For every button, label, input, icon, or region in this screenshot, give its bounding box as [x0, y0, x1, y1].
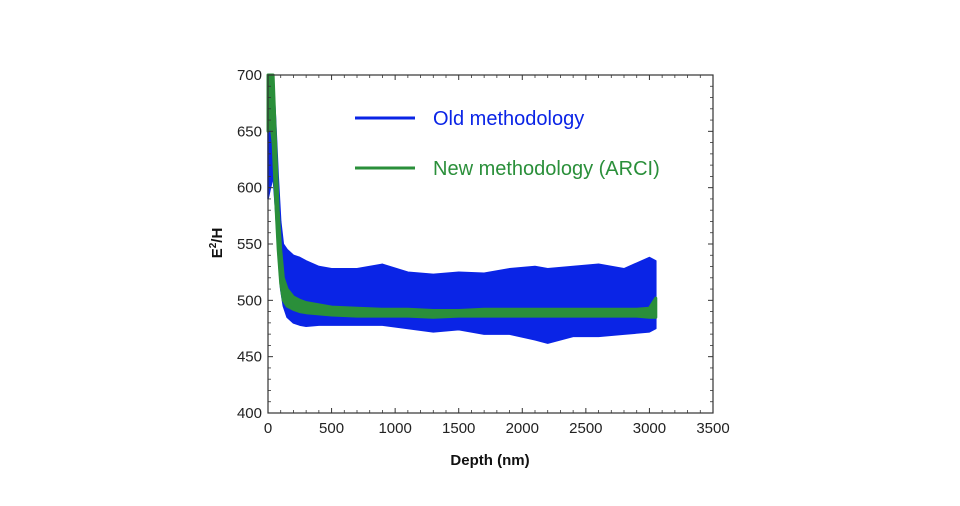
x-tick-label: 2000: [506, 420, 539, 437]
y-tick-label: 550: [237, 236, 262, 253]
y-axis-title-sup: 2: [208, 242, 219, 248]
y-axis-title-base: E: [209, 248, 226, 258]
x-tick-label: 1000: [378, 420, 411, 437]
y-axis-title: E2/H: [208, 228, 226, 259]
y-tick-label: 500: [237, 292, 262, 309]
y-tick-label: 450: [237, 349, 262, 366]
series-layer: [266, 73, 658, 344]
y-tick-label: 400: [237, 405, 262, 422]
legend-label-0: Old methodology: [433, 108, 584, 130]
y-axis-title-rest: /H: [209, 228, 226, 243]
y-tick-label: 650: [237, 123, 262, 140]
x-axis-title: Depth (nm): [450, 452, 529, 469]
x-tick-label: 2500: [569, 420, 602, 437]
y-tick-label: 700: [237, 67, 262, 84]
ticks-layer: 0 500 1000 1500 2000 2500 3000 3500 400 450 500 550…: [237, 67, 730, 437]
y-tick-label: 600: [237, 180, 262, 197]
x-tick-label: 3000: [633, 420, 666, 437]
x-tick-label: 500: [319, 420, 344, 437]
series-band-1: [266, 73, 658, 319]
legend: Old methodology New methodology (ARCI): [355, 108, 660, 180]
series-band-0: [267, 74, 657, 344]
x-tick-label: 1500: [442, 420, 475, 437]
legend-label-1: New methodology (ARCI): [433, 158, 660, 180]
x-tick-label: 0: [264, 420, 272, 437]
x-tick-label: 3500: [696, 420, 729, 437]
